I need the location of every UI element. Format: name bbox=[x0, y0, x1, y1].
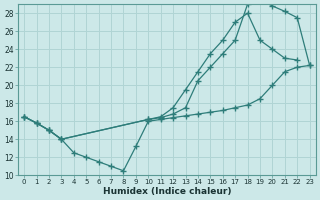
X-axis label: Humidex (Indice chaleur): Humidex (Indice chaleur) bbox=[103, 187, 231, 196]
